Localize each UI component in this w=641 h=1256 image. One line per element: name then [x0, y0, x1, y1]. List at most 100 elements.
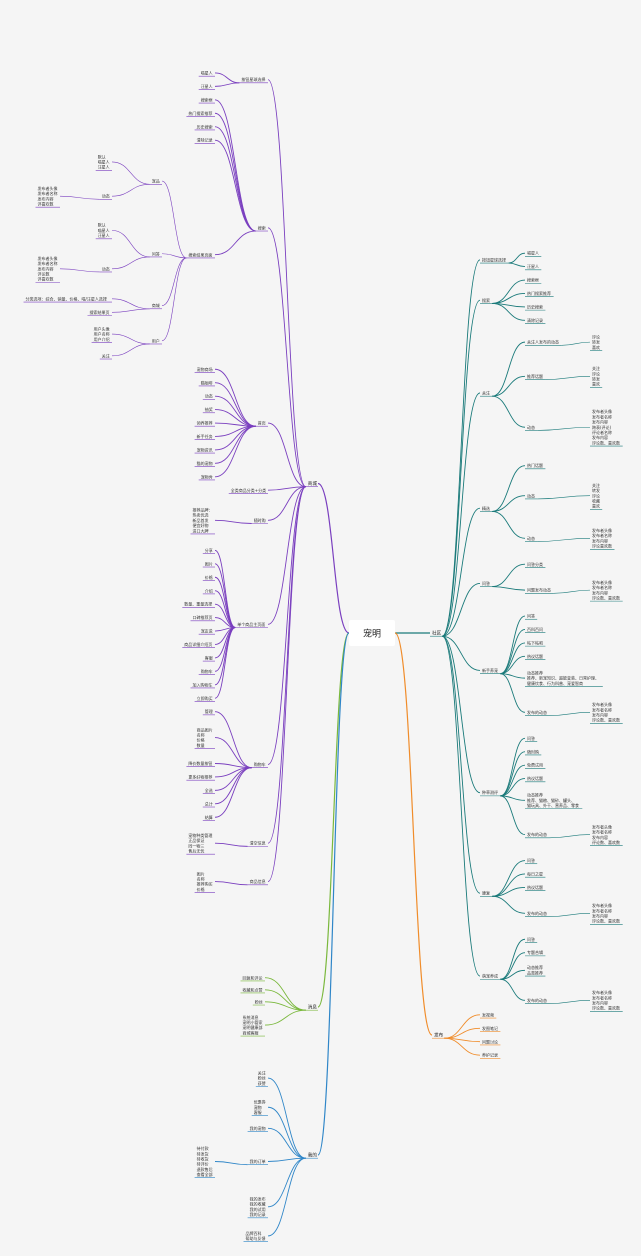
connector-line — [500, 673, 526, 713]
mindmap-node: 搜索框 — [527, 277, 539, 283]
branch-node: 消息 — [308, 1004, 318, 1011]
connector-line — [267, 1077, 306, 1159]
mindmap-node: 发布的动态 — [527, 709, 547, 715]
connector-line — [214, 230, 256, 256]
connector-line — [500, 642, 526, 675]
mindmap-node: 分类选项：综合、销量、价格、喵/汪星人选择 — [26, 295, 107, 301]
connector-line — [214, 126, 256, 232]
connector-line — [161, 257, 187, 342]
connector-line — [264, 989, 306, 1011]
mindmap-node: 我的宠物 — [250, 1125, 266, 1131]
mindmap-node: 搜索框 — [201, 96, 213, 102]
connector-line — [267, 1127, 306, 1159]
connector-line — [214, 425, 256, 451]
mindmap-node: 发布者头像发布者名称发布内容跨表(评论)评论者名称发布内容评论数、喜欢数 — [592, 408, 620, 445]
mindmap-labels: 社区按钮星球选择喵星人汪星人搜索搜索框热门搜索推荐历史搜索清除记录关注关注人发布… — [26, 70, 620, 1242]
connector-line — [553, 589, 591, 594]
connector-line — [161, 257, 187, 306]
mindmap-node: 动态 — [102, 193, 110, 199]
connector-line — [267, 227, 307, 488]
connector-line — [264, 977, 306, 1011]
mindmap-node: 问答 — [527, 735, 535, 741]
mindmap-node: 动态推荐推荐、新宠知识、超能变装、日常护理、健康饮食、行为科普、宠爱智商 — [527, 669, 599, 685]
connector-line — [492, 302, 526, 321]
mindmap-node: 管理 — [205, 708, 213, 714]
connector-line — [500, 655, 526, 675]
mindmap-node: 发布者头像发布者名称发布内容评论数、喜欢数 — [592, 902, 620, 924]
connector-line — [442, 635, 481, 794]
mindmap-node: 种草测评 — [482, 789, 498, 795]
connector-line — [549, 712, 591, 716]
connector-line — [214, 139, 256, 232]
mindmap-node: 问答 — [152, 250, 160, 256]
connector-line — [492, 895, 526, 914]
mindmap-node: 动态 — [527, 535, 535, 541]
mindmap-node: 回复和评论 — [243, 974, 263, 980]
mindmap-node: 搜索结果页面 — [188, 251, 212, 257]
mindmap-node: 百科百问 — [527, 626, 543, 632]
connector-line — [492, 395, 526, 428]
connector-line — [444, 1037, 481, 1056]
connector-line — [500, 795, 526, 836]
connector-line — [492, 586, 526, 591]
mindmap-node: 康复 — [482, 890, 490, 896]
connector-line — [441, 635, 481, 894]
mindmap-node: 搜索 — [258, 224, 266, 230]
connector-line — [111, 343, 150, 357]
mindmap-node: 搜索 — [482, 297, 490, 303]
connector-line — [214, 1161, 248, 1166]
connector-line — [214, 72, 240, 84]
mindmap-node: 购物车 — [201, 668, 213, 674]
mindmap-node: 问答 — [527, 936, 535, 942]
mindmap-node: 随时购 — [254, 517, 266, 523]
connector-line — [317, 632, 350, 1008]
connector-line — [549, 834, 591, 839]
connector-line — [161, 180, 187, 259]
connector-line — [537, 537, 591, 542]
connector-line — [214, 99, 256, 232]
mindmap-node: 问答 — [527, 613, 535, 619]
mindmap-node: 历史搜索 — [527, 303, 543, 309]
connector-line — [492, 563, 526, 588]
mindmap-node: 问题发布动态 — [527, 587, 551, 593]
mindmap-connectors — [23, 72, 623, 1243]
mindmap-node: 宠物种类管理正品保证同一物三售后无忧 — [188, 832, 212, 854]
connector-line — [214, 842, 248, 847]
connector-line — [549, 1000, 591, 1004]
connector-line — [267, 486, 306, 491]
mindmap-node: 热议话题 — [527, 884, 543, 890]
connector-line — [442, 635, 481, 671]
mindmap-node: 发布者头像发布者名称发布内容评喜欢数 — [38, 185, 58, 207]
mindmap-node: 热门话题 — [527, 462, 543, 468]
connector-line — [267, 422, 306, 488]
mindmap-node: 按钮星球选择 — [241, 76, 265, 82]
connector-line — [214, 82, 240, 87]
mindmap-node: 萌宠养成 — [482, 973, 498, 979]
mindmap-node: 随时购 — [527, 748, 539, 754]
mindmap-node: 推荐品牌：热卖优选新品首发便宜好物进口大牌 — [193, 506, 213, 533]
branch-node: 发布 — [434, 1032, 444, 1039]
mindmap-node: 宠友说 — [201, 628, 213, 634]
mindmap-node: 帖下帖吧 — [527, 639, 543, 645]
branch-node: 社区 — [432, 630, 442, 637]
mindmap-node: 问答 — [482, 580, 490, 586]
mindmap-node: 发布者头像发布者名称发布内容评论数、喜欢数 — [592, 579, 620, 601]
branch-node: 商城 — [308, 480, 318, 487]
mindmap-node: 总计 — [205, 800, 213, 806]
connector-line — [267, 486, 307, 883]
connector-line — [214, 112, 256, 232]
connector-line — [214, 627, 236, 659]
root-node-box — [349, 620, 395, 646]
connector-line — [444, 1014, 481, 1039]
connector-line — [500, 629, 526, 675]
mindmap-node: 发布者头像发布者名称发布内容评论喜欢数 — [592, 527, 612, 549]
mindmap-node: 默认喵星人汪星人 — [98, 222, 110, 238]
connector-line — [492, 465, 526, 512]
mindmap-node: 发布的动态 — [527, 910, 547, 916]
mindmap-node: 商品信息 — [250, 878, 266, 884]
mindmap-node: 关注转发评论收藏喜欢 — [592, 482, 600, 509]
connector-line — [394, 632, 433, 1036]
mindmap-node: 口碑推荐页 — [193, 614, 213, 620]
connector-line — [500, 778, 526, 797]
